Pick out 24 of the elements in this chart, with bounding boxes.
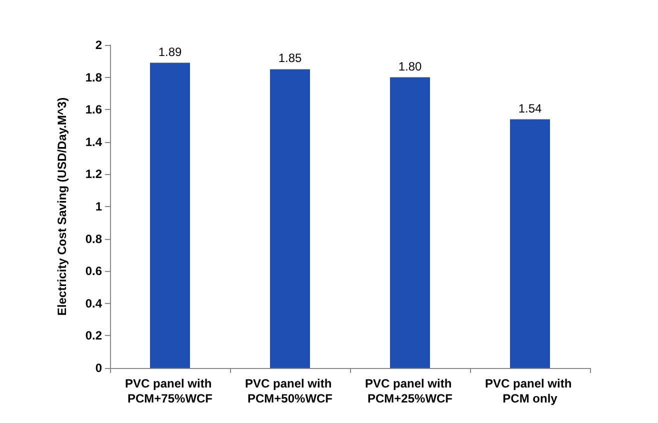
- x-tick-label: PVC panel with PCM+75%WCF: [124, 376, 216, 406]
- data-label: 1.85: [278, 51, 302, 66]
- y-tick-label: 0.8: [85, 232, 102, 246]
- y-tick-label: 0.2: [85, 328, 102, 343]
- y-tick-label: 1.4: [85, 134, 102, 149]
- bar: [390, 77, 430, 368]
- y-tick-label: 0.4: [85, 296, 102, 310]
- y-tick-label: 1: [95, 200, 102, 214]
- y-tick-label: 1.2: [85, 167, 102, 182]
- data-label: 1.80: [398, 59, 422, 74]
- y-tick-label: 1.6: [85, 102, 102, 117]
- bar: [270, 69, 310, 368]
- data-label: 1.54: [518, 101, 542, 116]
- y-axis-title: Electricity Cost Saving (USD/Day.M^3): [55, 97, 69, 316]
- data-label: 1.89: [158, 44, 182, 59]
- x-tick-label: PVC panel with PCM+50%WCF: [244, 376, 336, 406]
- bar: [150, 62, 190, 368]
- y-tick-label: 1.8: [85, 70, 102, 84]
- bar: [510, 119, 550, 368]
- x-tick-label: PVC panel with PCM+25%WCF: [364, 376, 456, 406]
- y-tick-label: 0: [95, 361, 102, 375]
- y-tick-label: 2: [95, 38, 102, 52]
- y-tick-label: 0.6: [85, 264, 102, 278]
- x-tick-label: PVC panel with PCM only: [484, 376, 576, 406]
